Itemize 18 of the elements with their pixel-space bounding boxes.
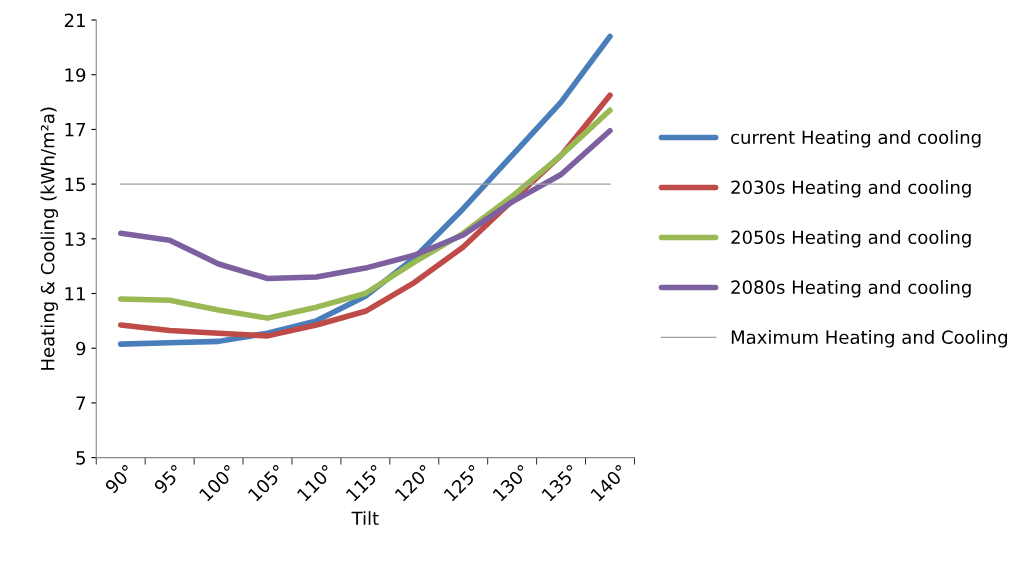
y-tick-label: 19 bbox=[65, 68, 86, 82]
y-tick-label: 9 bbox=[76, 341, 86, 356]
y-tick-label: 17 bbox=[65, 123, 85, 137]
legend-label: 2080s Heating and cooling bbox=[731, 280, 971, 298]
y-tick-label: 13 bbox=[65, 232, 86, 246]
y-tick-label: 21 bbox=[64, 13, 85, 27]
legend-label: 2030s Heating and cooling bbox=[731, 180, 971, 198]
x-axis-title: Tilt bbox=[351, 511, 379, 525]
y-tick-label: 15 bbox=[65, 177, 85, 192]
legend-label: current Heating and cooling bbox=[731, 130, 981, 148]
y-tick-label: 5 bbox=[76, 451, 85, 465]
legend-label: Maximum Heating and Cooling bbox=[731, 330, 1007, 348]
y-tick-label: 7 bbox=[76, 396, 85, 410]
x-tick-label: 90° bbox=[104, 463, 135, 495]
y-axis-title: Heating & Cooling (kWh/m²a) bbox=[40, 107, 58, 370]
legend-label: 2050s Heating and cooling bbox=[731, 230, 971, 248]
y-tick-label: 11 bbox=[65, 287, 85, 301]
x-tick-label: 95° bbox=[153, 463, 184, 495]
